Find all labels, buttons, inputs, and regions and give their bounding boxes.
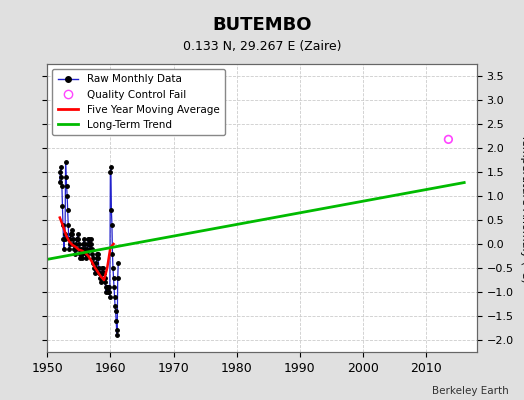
Legend: Raw Monthly Data, Quality Control Fail, Five Year Moving Average, Long-Term Tren: Raw Monthly Data, Quality Control Fail, … — [52, 69, 225, 135]
Text: 0.133 N, 29.267 E (Zaire): 0.133 N, 29.267 E (Zaire) — [183, 40, 341, 53]
Text: BUTEMBO: BUTEMBO — [212, 16, 312, 34]
Y-axis label: Temperature Anomaly (°C): Temperature Anomaly (°C) — [520, 134, 524, 282]
Text: Berkeley Earth: Berkeley Earth — [432, 386, 508, 396]
Point — [444, 136, 453, 142]
